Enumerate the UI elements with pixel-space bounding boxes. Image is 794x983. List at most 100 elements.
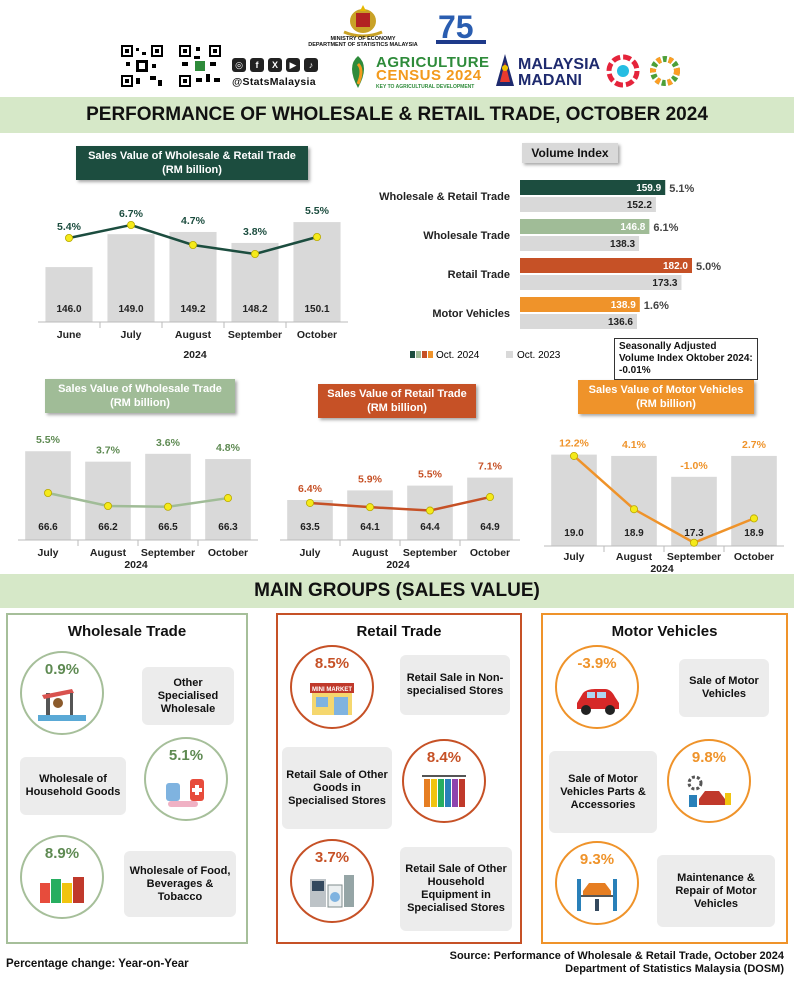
oil-pump-icon: [38, 689, 86, 721]
coat-of-arms-icon: [340, 4, 386, 38]
motor-sales-chart: 19.0 July 18.9 August 17.3 September 18.9 Octob…: [544, 438, 784, 574]
bar-value-label: 149.0: [118, 304, 143, 315]
retail-group-card: Retail Trade 8.5% MINI MARKET Retail Sal…: [276, 613, 522, 944]
x-tick-label: October: [470, 547, 510, 559]
youtube-icon[interactable]: ▶: [286, 58, 300, 72]
growth-point: [305, 498, 314, 507]
bar-oct-2023: [520, 197, 656, 212]
group-item-circle: 0.9%: [20, 651, 104, 735]
growth-label: 4.1%: [622, 439, 647, 451]
growth-point: [569, 451, 578, 460]
canned-food-icon: [40, 877, 84, 903]
bar-value-label: 63.5: [300, 522, 320, 533]
bar: [347, 490, 393, 540]
growth-label: 5.5%: [305, 205, 330, 217]
x-tick-label: October: [208, 547, 248, 559]
group-item-circle: 8.9%: [20, 835, 104, 919]
footer-note: Percentage change: Year-on-Year: [6, 958, 189, 970]
legend-swatch: [422, 351, 427, 358]
group-pct: 5.1%: [168, 747, 204, 764]
total-chart-title: Sales Value of Wholesale & Retail Trade …: [76, 146, 308, 180]
bar-value-label: 64.4: [420, 522, 440, 533]
x-tick-label: September: [403, 547, 457, 559]
bar-oct-2023: [520, 236, 640, 251]
group-item-circle: -3.9%: [555, 645, 639, 729]
volume-index-chart: Wholesale & Retail Trade 159.9 5.1% 152.2 Wh…: [379, 180, 721, 361]
bar: [145, 453, 191, 540]
agri-census-line2: CENSUS 2024: [376, 67, 482, 84]
malaysia-madani-logo: [494, 52, 516, 93]
mini-market-icon: MINI MARKET: [310, 683, 354, 715]
agri-census-tagline: KEY TO AGRICULTURAL DEVELOPMENT: [376, 84, 475, 90]
growth-label: -1.0%: [680, 460, 708, 472]
x-tick-label: June: [57, 329, 82, 341]
social-links: ◎ f X ▶ ♪: [232, 58, 318, 72]
growth-label: 6.4%: [298, 483, 323, 495]
growth-point: [127, 221, 136, 230]
retail-sales-chart: 63.5 July 64.1 August 64.4 September 64.9 Octob…: [280, 461, 520, 571]
group-item-circle: 8.5% MINI MARKET: [290, 645, 374, 729]
agriculture-census-logo: [342, 54, 374, 95]
qr-code-icon[interactable]: [178, 44, 222, 88]
growth-label: 2.7%: [742, 439, 767, 451]
growth-point: [65, 234, 74, 243]
group-pct: 8.5%: [314, 655, 350, 672]
category-label: Motor Vehicles: [432, 308, 510, 320]
group-item-circle: 8.4%: [402, 739, 486, 823]
x-tick-label: July: [563, 551, 584, 563]
wholesale-group-card: Wholesale Trade 0.9% Other Specialised W…: [6, 613, 248, 944]
group-pct: -3.9%: [577, 655, 617, 672]
bar-value-label: 66.6: [38, 522, 58, 533]
group-item-circle: 9.8%: [667, 739, 751, 823]
growth-point: [425, 506, 434, 515]
sdg-logo: [606, 54, 640, 93]
x-tick-label: July: [299, 547, 320, 559]
bar: [107, 234, 155, 322]
growth-label: 5.1%: [669, 183, 694, 195]
qr-code-icon[interactable]: [120, 44, 164, 88]
x-icon[interactable]: X: [268, 58, 282, 72]
car-parts-icon: [687, 775, 731, 807]
madani-line2: MADANI: [518, 72, 582, 89]
facebook-icon[interactable]: f: [250, 58, 264, 72]
seasonally-adjusted-note: Seasonally Adjusted Volume Index Oktober…: [614, 338, 758, 380]
bar: [85, 461, 131, 540]
group-label: Retail Sale of Other Goods in Specialise…: [282, 747, 392, 829]
growth-point: [485, 493, 494, 502]
x-tick-label: August: [616, 551, 653, 563]
x-axis-label: 2024: [386, 559, 410, 571]
bar-oct-2023: [520, 314, 638, 329]
x-tick-label: July: [120, 329, 141, 341]
group-pct: 3.7%: [314, 849, 350, 866]
retail-chart-title: Sales Value of Retail Trade (RM billion): [318, 384, 476, 418]
growth-point: [250, 250, 259, 259]
bar-value-label: 17.3: [684, 528, 704, 539]
section-title: MAIN GROUPS (SALES VALUE): [0, 574, 794, 608]
motor-chart-title: Sales Value of Motor Vehicles (RM billio…: [578, 380, 754, 414]
bar-value-label: 148.2: [242, 304, 267, 315]
growth-label: 5.9%: [358, 473, 383, 485]
bar-value-label: 159.9: [636, 183, 661, 194]
bar: [467, 477, 513, 540]
category-label: Wholesale & Retail Trade: [379, 191, 510, 203]
source-line: Source: Performance of Wholesale & Retai…: [449, 950, 784, 962]
bar-oct-2024: [520, 258, 692, 273]
group-pct: 9.8%: [691, 749, 727, 766]
group-item-circle: 5.1%: [144, 737, 228, 821]
instagram-icon[interactable]: ◎: [232, 58, 246, 72]
x-axis-label: 2024: [124, 559, 148, 571]
growth-line: [47, 491, 229, 508]
volume-chart-title: Volume Index: [522, 143, 618, 163]
growth-label: 5.5%: [36, 434, 61, 446]
x-tick-label: October: [734, 551, 774, 563]
growth-point: [223, 494, 232, 503]
group-item-circle: 3.7%: [290, 839, 374, 923]
legend-swatch: [410, 351, 415, 358]
clothes-rack-icon: [422, 775, 466, 807]
bar-value-label: 146.0: [56, 304, 81, 315]
tiktok-icon[interactable]: ♪: [304, 58, 318, 72]
x-tick-label: September: [141, 547, 195, 559]
bar-oct-2024: [520, 297, 640, 312]
wholesale-chart-title: Sales Value of Wholesale Trade (RM billi…: [45, 379, 235, 413]
x-axis-label: 2024: [183, 349, 207, 361]
